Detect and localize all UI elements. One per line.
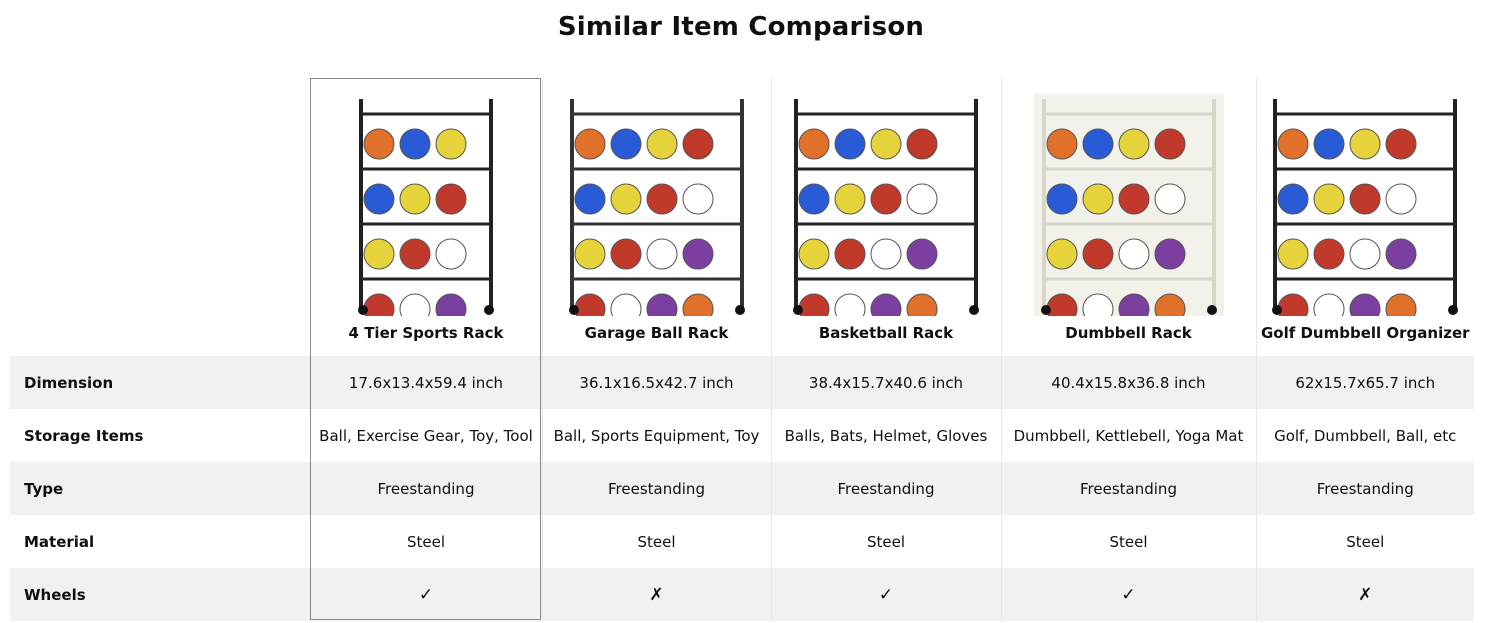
cell-value: Freestanding bbox=[541, 462, 771, 515]
row-storage-items: Storage Items Ball, Exercise Gear, Toy, T… bbox=[10, 409, 1474, 462]
cell-value: 62x15.7x65.7 inch bbox=[1255, 356, 1474, 409]
product-image[interactable] bbox=[351, 94, 501, 316]
row-label: Type bbox=[10, 462, 310, 515]
product-name[interactable]: 4 Tier Sports Rack bbox=[348, 324, 504, 342]
cell-value: Steel bbox=[770, 515, 1001, 568]
cell-value: Dumbbell, Kettlebell, Yoga Mat bbox=[1000, 409, 1256, 462]
cell-value: Steel bbox=[309, 515, 542, 568]
product-name[interactable]: Basketball Rack bbox=[818, 324, 954, 342]
product-column-5[interactable]: Golf Dumbbell Organizer bbox=[1255, 78, 1474, 356]
product-image[interactable] bbox=[786, 94, 986, 316]
cell-value: 40.4x15.8x36.8 inch bbox=[1000, 356, 1256, 409]
row-label: Dimension bbox=[10, 356, 310, 409]
cell-value: Golf, Dumbbell, Ball, etc bbox=[1255, 409, 1474, 462]
row-label: Wheels bbox=[10, 568, 310, 621]
empty-header-cell bbox=[10, 78, 310, 356]
product-column-1[interactable]: 4 Tier Sports Rack bbox=[309, 78, 542, 356]
row-label: Material bbox=[24, 532, 95, 551]
cell-value: Freestanding bbox=[1000, 462, 1256, 515]
product-image[interactable] bbox=[1033, 94, 1224, 316]
cross-icon: ✗ bbox=[1255, 568, 1474, 621]
cell-value: Freestanding bbox=[309, 462, 542, 515]
cell-value: 36.1x16.5x42.7 inch bbox=[541, 356, 771, 409]
row-type: Type Freestanding Freestanding Freestanding… bbox=[10, 462, 1474, 515]
cell-value: Steel bbox=[1255, 515, 1474, 568]
product-name[interactable]: Dumbbell Rack bbox=[1065, 324, 1192, 342]
page-title: Similar Item Comparison bbox=[557, 12, 925, 42]
cell-value: 17.6x13.4x59.4 inch bbox=[309, 356, 542, 409]
cell-value: Balls, Bats, Helmet, Gloves bbox=[770, 409, 1001, 462]
product-image[interactable] bbox=[1265, 94, 1466, 316]
product-column-3[interactable]: Basketball Rack bbox=[770, 78, 1001, 356]
product-column-4[interactable]: Dumbbell Rack bbox=[1000, 78, 1256, 356]
cell-value: Freestanding bbox=[770, 462, 1001, 515]
check-icon: ✓ bbox=[1000, 568, 1256, 621]
check-icon: ✓ bbox=[309, 568, 542, 621]
cross-icon: ✗ bbox=[541, 568, 771, 621]
row-dimension: Dimension 17.6x13.4x59.4 inch 36.1x16.5x42… bbox=[10, 356, 1474, 409]
product-name[interactable]: Garage Ball Rack bbox=[584, 324, 729, 342]
product-image[interactable] bbox=[561, 94, 752, 316]
product-column-2[interactable]: Garage Ball Rack bbox=[541, 78, 771, 356]
cell-value: 38.4x15.7x40.6 inch bbox=[770, 356, 1001, 409]
row-label: Storage Items bbox=[24, 426, 144, 445]
cell-value: Freestanding bbox=[1255, 462, 1474, 515]
row-wheels: Wheels ✓ ✗ ✓ ✓ ✗ bbox=[10, 568, 1474, 621]
product-name[interactable]: Golf Dumbbell Organizer bbox=[1260, 324, 1470, 342]
comparison-table: 4 Tier Sports Rack Garage Ball Rack Bask… bbox=[10, 78, 1474, 621]
cell-value: Ball, Exercise Gear, Toy, Tool bbox=[309, 409, 542, 462]
cell-value: Ball, Sports Equipment, Toy bbox=[541, 409, 771, 462]
cell-value: Steel bbox=[1000, 515, 1256, 568]
row-material: Material Steel Steel Steel Steel Steel bbox=[10, 515, 1474, 568]
cell-value: Steel bbox=[541, 515, 771, 568]
check-icon: ✓ bbox=[770, 568, 1001, 621]
